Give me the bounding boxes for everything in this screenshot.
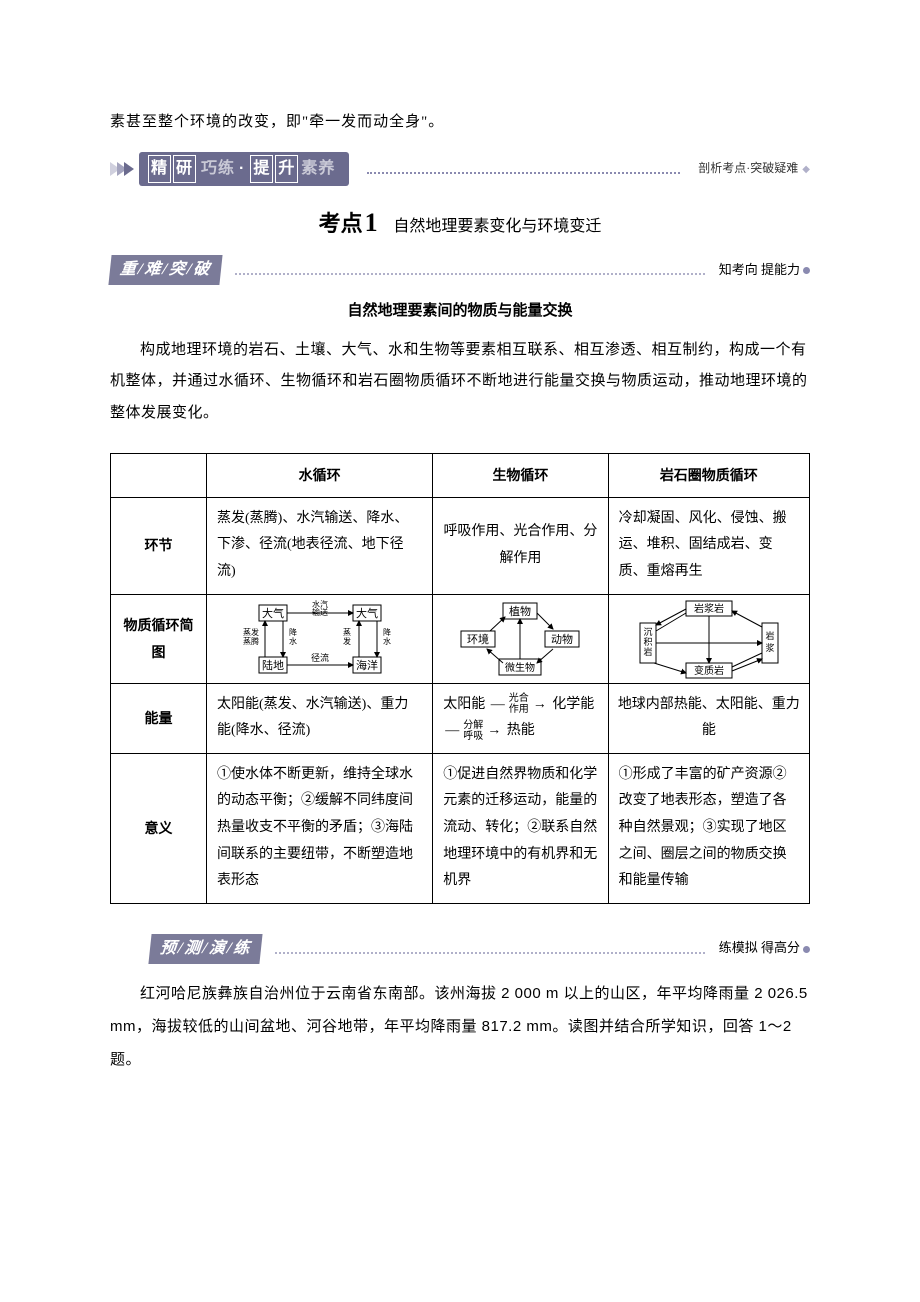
svg-text:输送: 输送 [312, 607, 328, 617]
svg-text:植物: 植物 [509, 604, 531, 618]
banner-right-note: 剖析考点·突破疑难◆ [698, 159, 810, 178]
question-intro: 红河哈尼族彝族自治州位于云南省东南部。该州海拔 2 000 m 以上的山区，年平… [110, 977, 810, 1076]
sub-note: 练模拟 得高分 [719, 938, 810, 959]
svg-text:发: 发 [343, 636, 351, 646]
badge-zhongnan: 重/难/突/破 [108, 255, 222, 285]
svg-text:岩: 岩 [643, 646, 652, 657]
sub-yuce: 预/测/演/练 练模拟 得高分 [110, 934, 810, 964]
svg-text:径流: 径流 [311, 652, 329, 663]
cell: 太阳能(蒸发、水汽输送)、重力能(降水、径流) [207, 683, 433, 753]
dot-fill [235, 265, 704, 275]
svg-text:浆: 浆 [765, 642, 774, 653]
cell: 地球内部热能、太阳能、重力能 [608, 683, 809, 753]
svg-text:蒸: 蒸 [343, 627, 351, 637]
th-bio: 生物循环 [433, 454, 608, 498]
intro-text: 素甚至整个环境的改变，即"牵一发而动全身"。 [110, 110, 810, 134]
th-blank [111, 454, 207, 498]
cell: ①促进自然界物质和化学元素的迁移运动，能量的流动、转化；②联系自然地理环境中的有… [433, 753, 608, 903]
cell: 蒸发(蒸腾)、水汽输送、降水、下渗、径流(地表径流、地下径流) [207, 497, 433, 594]
svg-text:岩: 岩 [765, 630, 774, 641]
row-huanjie: 环节 [111, 497, 207, 594]
section-heading: 自然地理要素间的物质与能量交换 [110, 299, 810, 323]
sub-zhongnan: 重/难/突/破 知考向 提能力 [110, 255, 810, 285]
arrow-decor [110, 162, 131, 176]
row-diagram: 物质循环简图 [111, 594, 207, 683]
svg-text:微生物: 微生物 [505, 661, 535, 674]
badge-yuce: 预/测/演/练 [148, 934, 262, 964]
row-meaning: 意义 [111, 753, 207, 903]
banner-jingyan: 精研 巧练 · 提升 素养 剖析考点·突破疑难◆ [110, 152, 810, 186]
water-cycle-diagram: 大气 大气 水汽输送 陆地 海洋 径流 蒸发蒸腾 降水 蒸发 降水 [207, 594, 433, 683]
dot-fill [367, 164, 680, 174]
svg-text:蒸发: 蒸发 [243, 627, 259, 637]
svg-text:降: 降 [383, 627, 391, 637]
svg-text:水: 水 [383, 636, 391, 646]
bio-cycle-diagram: 植物 环境 动物 微生物 [433, 594, 608, 683]
svg-text:变质岩: 变质岩 [694, 664, 724, 677]
svg-text:水: 水 [289, 636, 297, 646]
cell-energy-bio: 太阳能 ―光合作用→ 化学能 ―分解呼吸→ 热能 [433, 683, 608, 753]
kaodian-heading: 考点1 自然地理要素变化与环境变迁 [110, 202, 810, 244]
svg-text:积: 积 [643, 636, 652, 647]
cell: 呼吸作用、光合作用、分解作用 [433, 497, 608, 594]
cell: ①使水体不断更新，维持全球水的动态平衡；②缓解不同纬度间热量收支不平衡的矛盾；③… [207, 753, 433, 903]
banner-pill: 精研 巧练 · 提升 素养 [139, 152, 349, 186]
svg-text:大气: 大气 [356, 606, 378, 620]
rock-cycle-diagram: 岩浆岩 沉积岩 岩浆 变质岩 [608, 594, 809, 683]
svg-text:蒸腾: 蒸腾 [243, 636, 259, 646]
cell: 冷却凝固、风化、侵蚀、搬运、堆积、固结成岩、变质、重熔再生 [608, 497, 809, 594]
cell: ①形成了丰富的矿产资源②改变了地表形态，塑造了各种自然景观；③实现了地区之间、圈… [608, 753, 809, 903]
svg-text:岩浆岩: 岩浆岩 [694, 602, 724, 615]
svg-text:降: 降 [289, 627, 297, 637]
svg-text:沉: 沉 [643, 627, 652, 637]
svg-text:海洋: 海洋 [356, 658, 378, 672]
sub-note: 知考向 提能力 [719, 260, 810, 281]
svg-text:动物: 动物 [551, 632, 573, 646]
th-water: 水循环 [207, 454, 433, 498]
row-energy: 能量 [111, 683, 207, 753]
cycle-table: 水循环 生物循环 岩石圈物质循环 环节 蒸发(蒸腾)、水汽输送、降水、下渗、径流… [110, 453, 810, 904]
th-rock: 岩石圈物质循环 [608, 454, 809, 498]
body-paragraph: 构成地理环境的岩石、土壤、大气、水和生物等要素相互联系、相互渗透、相互制约，构成… [110, 335, 810, 430]
svg-text:大气: 大气 [262, 606, 284, 620]
svg-text:陆地: 陆地 [262, 658, 284, 672]
dot-fill [275, 944, 704, 954]
svg-text:环境: 环境 [467, 632, 489, 646]
